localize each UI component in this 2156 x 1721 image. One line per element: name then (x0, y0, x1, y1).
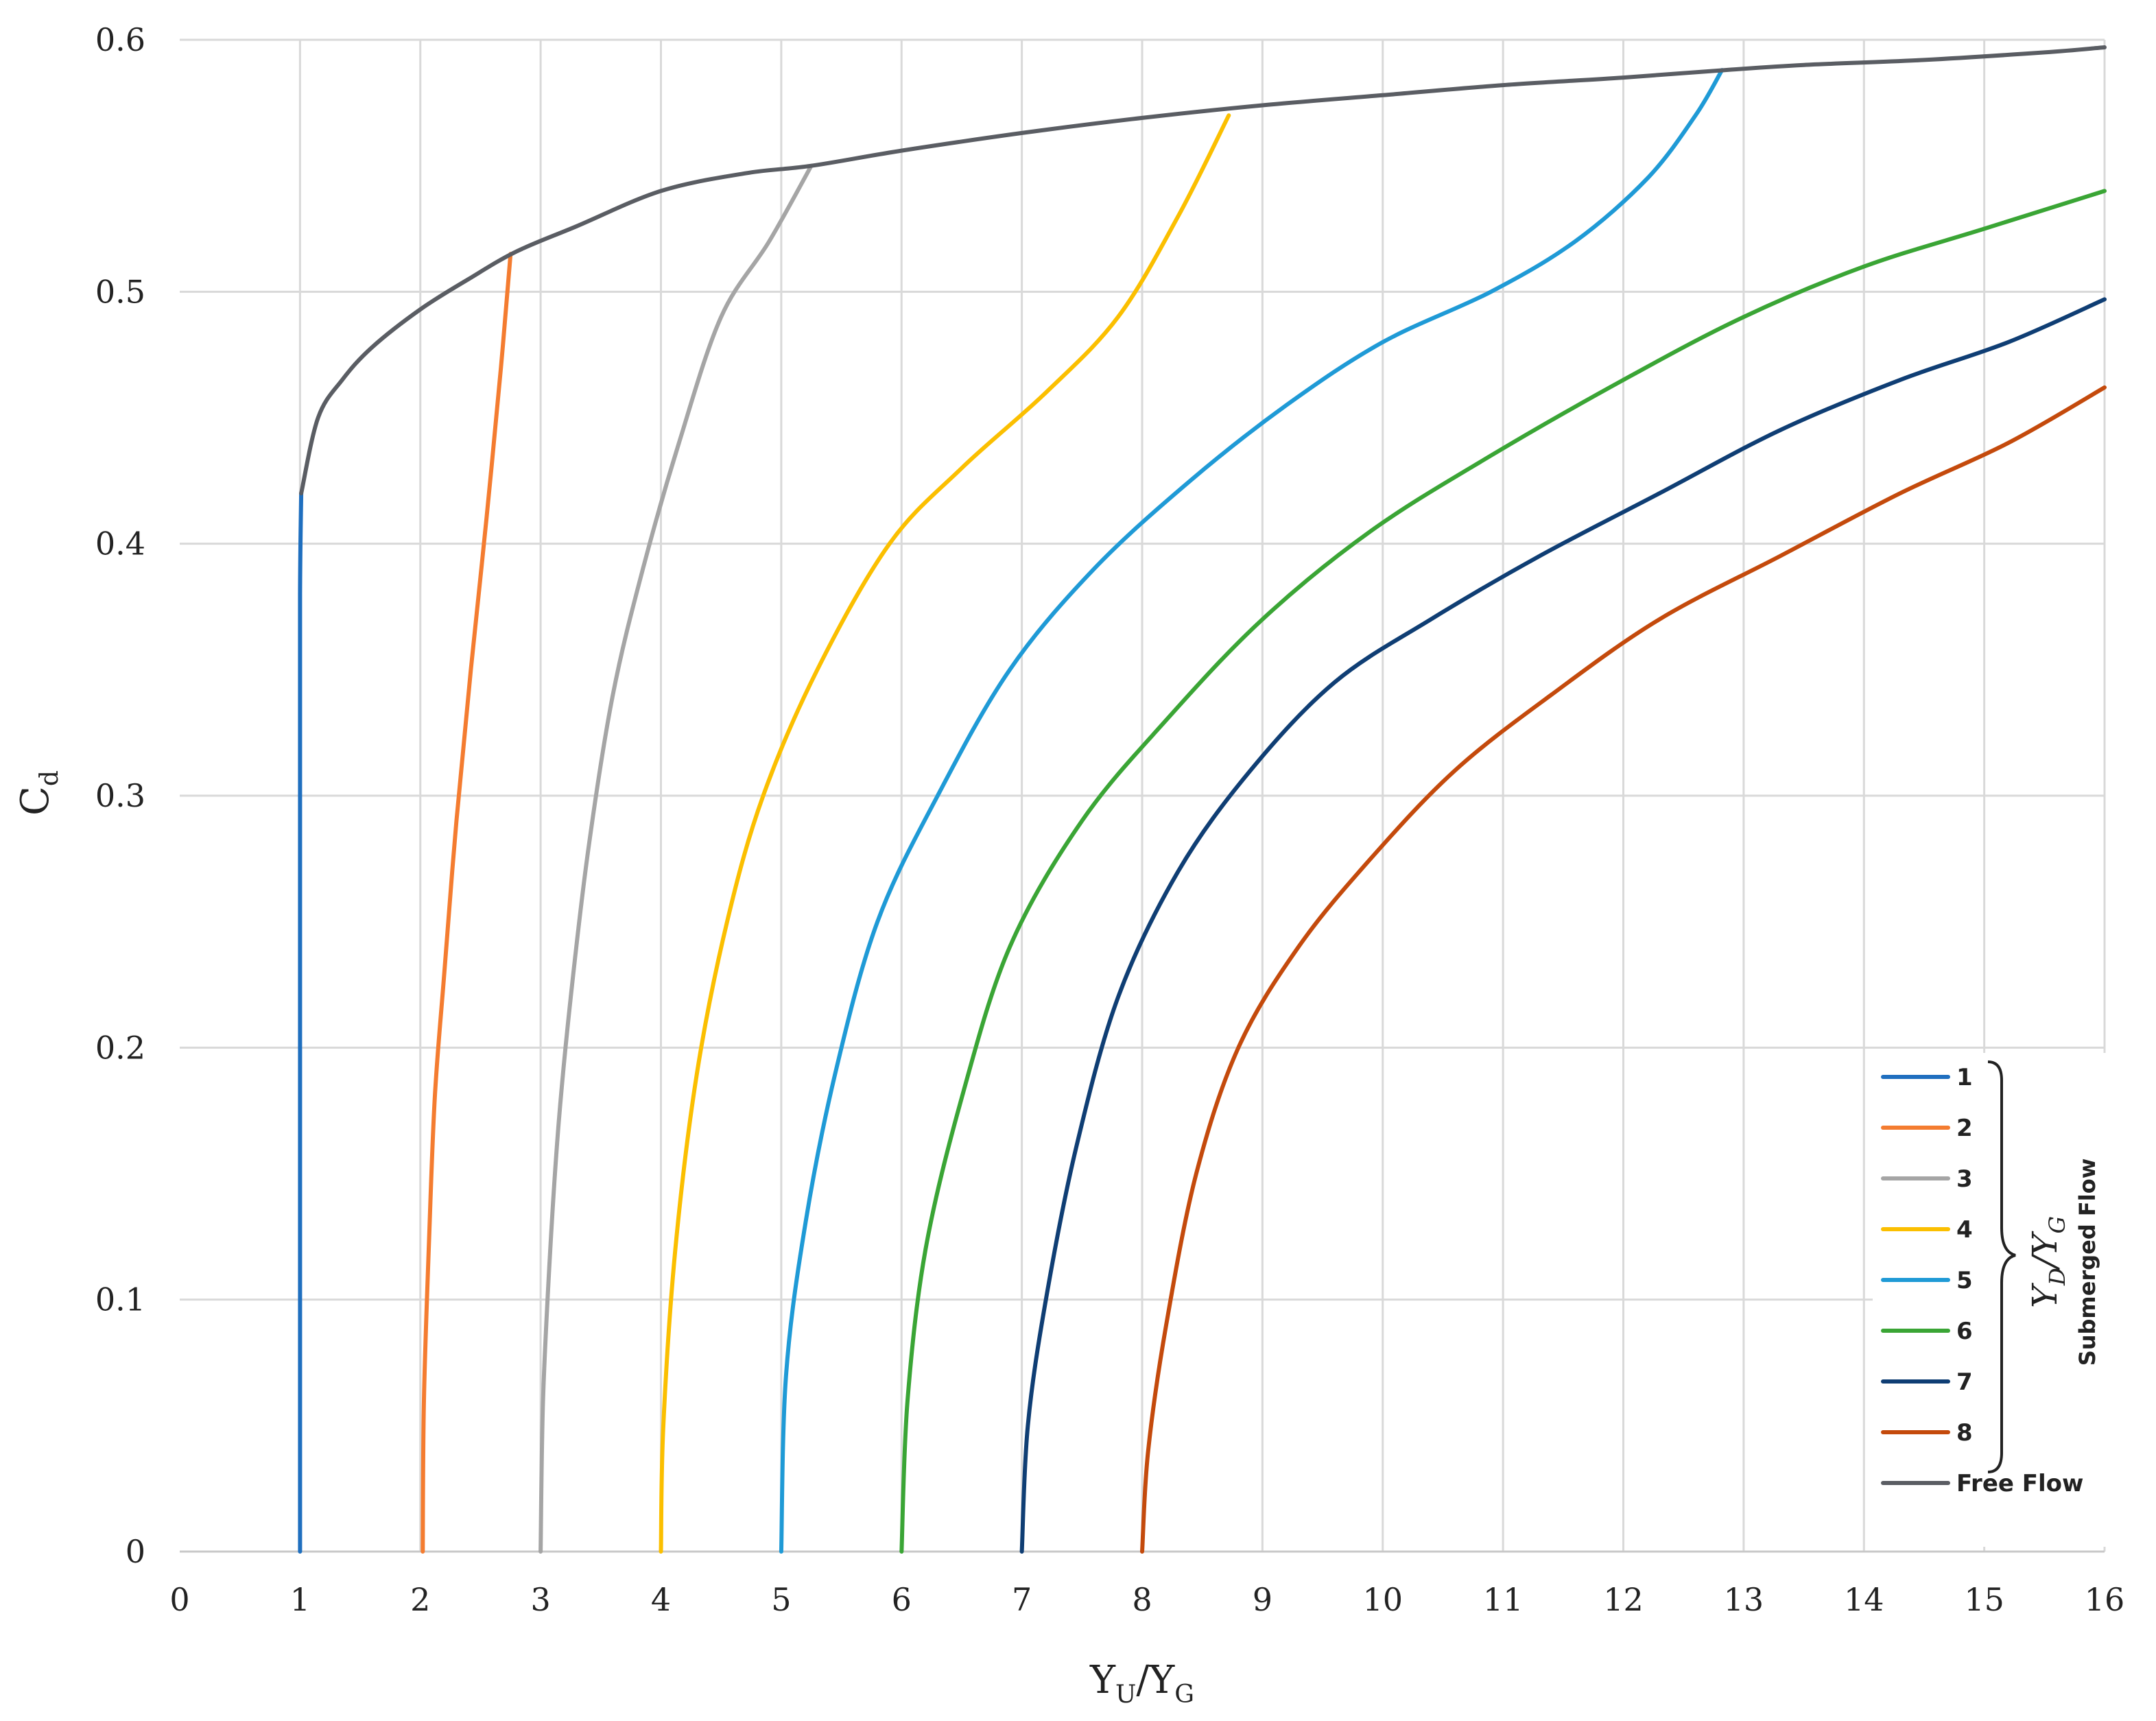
legend-group-subtitle: Submerged Flow (2074, 1159, 2100, 1366)
svg-text:Cd: Cd (13, 770, 64, 816)
x-tick-label: 15 (1964, 1581, 2004, 1618)
x-tick-label: 14 (1844, 1581, 1884, 1618)
x-tick-label: 7 (1012, 1581, 1032, 1618)
svg-text:YD/YG: YD/YG (2025, 1216, 2070, 1308)
legend-label-2: 2 (1956, 1115, 1973, 1142)
x-tick-label: 5 (771, 1581, 791, 1618)
legend-label-6: 6 (1956, 1318, 1973, 1345)
svg-text:YU/YG: YU/YG (1089, 1658, 1194, 1709)
series-line-5 (779, 68, 1725, 1554)
y-axis-title-sub: d (36, 770, 64, 786)
x-tick-label: 10 (1362, 1581, 1403, 1618)
legend-group-title-main: Y (2025, 1283, 2065, 1308)
y-tick-label: 0.1 (95, 1281, 145, 1318)
series-line-free-flow (299, 45, 2107, 496)
y-tick-label: 0.6 (95, 21, 145, 58)
y-tick-label: 0.5 (95, 273, 145, 310)
x-tick-label: 12 (1603, 1581, 1644, 1618)
x-tick-label: 16 (2085, 1581, 2125, 1618)
x-tick-label: 0 (169, 1581, 189, 1618)
series-line-4 (659, 113, 1231, 1554)
x-tick-label: 11 (1483, 1581, 1524, 1618)
x-axis-title-sub2: G (1174, 1681, 1194, 1709)
y-axis-title-main: C (13, 786, 58, 816)
legend-group-title-sep: /Y (2025, 1231, 2065, 1271)
y-tick-label: 0.2 (95, 1029, 145, 1066)
legend-group-title-sub2: G (2044, 1216, 2070, 1234)
x-tick-label: 8 (1132, 1581, 1152, 1618)
legend-label-5: 5 (1956, 1267, 1973, 1294)
legend-label-3: 3 (1956, 1165, 1973, 1193)
x-tick-label: 4 (651, 1581, 671, 1618)
x-axis-title-sub1: U (1115, 1681, 1136, 1709)
legend-brace (1987, 1060, 2016, 1473)
x-axis-title-sep: /Y (1136, 1658, 1175, 1702)
y-tick-label: 0.4 (95, 525, 145, 562)
y-tick-label: 0 (126, 1533, 145, 1570)
series-layer (298, 45, 2107, 1554)
grid-layer (180, 38, 2106, 1552)
y-tick-label: 0.3 (95, 777, 145, 814)
legend-label-8: 8 (1956, 1419, 1973, 1447)
legend-label-4: 4 (1956, 1216, 1973, 1244)
x-axis-title: YU/YG (1089, 1658, 1194, 1709)
x-tick-label: 2 (410, 1581, 430, 1618)
legend-label-1: 1 (1956, 1064, 1973, 1091)
ticks-layer: 0 1 2 3 4 5 6 7 8 9 10 11 12 13 14 15 1600.10.20.30.40.5… (95, 21, 2124, 1618)
x-tick-label: 3 (530, 1581, 550, 1618)
x-tick-label: 6 (892, 1581, 912, 1618)
legend: 1 2 3 4 5 6 7 8 Free Flow YD/YG Submerged Flow (1873, 1053, 2109, 1547)
x-tick-label: 13 (1724, 1581, 1764, 1618)
legend-group-title: YD/YG (2025, 1216, 2070, 1308)
series-line-3 (538, 163, 814, 1554)
series-line-6 (899, 189, 2107, 1554)
x-axis-title-main: Y (1089, 1658, 1116, 1702)
series-line-2 (420, 252, 513, 1554)
legend-label-free-flow: Free Flow (1956, 1470, 2083, 1497)
svg-text:Submerged Flow: Submerged Flow (2074, 1159, 2100, 1366)
x-tick-label: 1 (290, 1581, 310, 1618)
series-line-1 (298, 491, 304, 1554)
y-axis-title: Cd (13, 770, 64, 816)
legend-items: 1 2 3 4 5 6 7 8 Free Flow (1881, 1064, 2083, 1497)
legend-group-title-sub1: D (2044, 1268, 2070, 1286)
series-line-8 (1140, 385, 2107, 1554)
x-tick-label: 9 (1253, 1581, 1272, 1618)
legend-label-7: 7 (1956, 1368, 1973, 1396)
series-line-7 (1019, 297, 2107, 1554)
legend-background (1873, 1053, 2109, 1547)
